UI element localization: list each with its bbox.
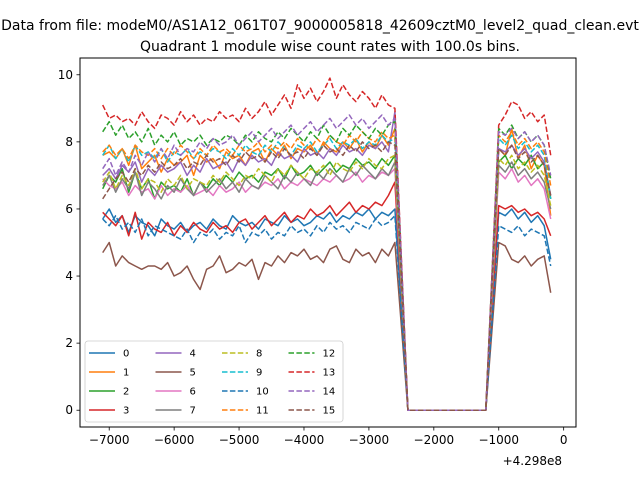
- x-tick-label: −4000: [284, 433, 325, 447]
- legend-label-4: 4: [190, 349, 196, 360]
- series-line-12: [102, 120, 552, 411]
- legend-label-3: 3: [123, 406, 129, 417]
- series-line-15: [102, 141, 552, 411]
- legend-label-11: 11: [256, 406, 269, 417]
- x-tick-label: −1000: [478, 433, 519, 447]
- x-tick-label: −2000: [414, 433, 455, 447]
- y-tick-label: 6: [65, 202, 73, 216]
- x-tick-label: 0: [560, 433, 568, 447]
- legend-label-6: 6: [190, 387, 196, 398]
- chart-title: Quadrant 1 module wise count rates with …: [140, 39, 520, 55]
- legend-label-1: 1: [123, 368, 129, 379]
- legend-label-7: 7: [190, 406, 196, 417]
- legend-label-2: 2: [123, 387, 129, 398]
- y-tick-label: 2: [65, 336, 73, 350]
- legend-label-12: 12: [323, 349, 336, 360]
- x-tick-label: −5000: [219, 433, 260, 447]
- y-tick-label: 8: [65, 135, 73, 149]
- legend-label-14: 14: [323, 387, 336, 398]
- x-tick-label: −7000: [89, 433, 130, 447]
- legend-label-8: 8: [256, 349, 262, 360]
- legend-label-13: 13: [323, 368, 336, 379]
- x-tick-label: −6000: [154, 433, 195, 447]
- legend-label-5: 5: [190, 368, 196, 379]
- series-line-11: [102, 131, 552, 411]
- y-tick-label: 10: [58, 68, 73, 82]
- axes-frame: [79, 57, 577, 428]
- legend-label-15: 15: [323, 406, 336, 417]
- y-tick-label: 0: [65, 403, 73, 417]
- x-tick-label: −3000: [349, 433, 390, 447]
- plot-lines: [102, 77, 552, 411]
- axis-ticks: −7000 −6000 −5000 −4000 −3000 −2000 −1000 0 0 2 4 6…: [58, 68, 568, 447]
- legend-box: [84, 340, 344, 423]
- figure-suptitle: Data from file: modeM0/AS1A12_061T07_900…: [1, 18, 639, 34]
- y-tick-label: 4: [65, 269, 73, 283]
- legend-label-0: 0: [123, 349, 129, 360]
- legend-label-10: 10: [256, 387, 269, 398]
- x-offset-label: +4.298e8: [503, 454, 562, 468]
- legend-label-9: 9: [256, 368, 262, 379]
- series-line-14: [102, 114, 552, 411]
